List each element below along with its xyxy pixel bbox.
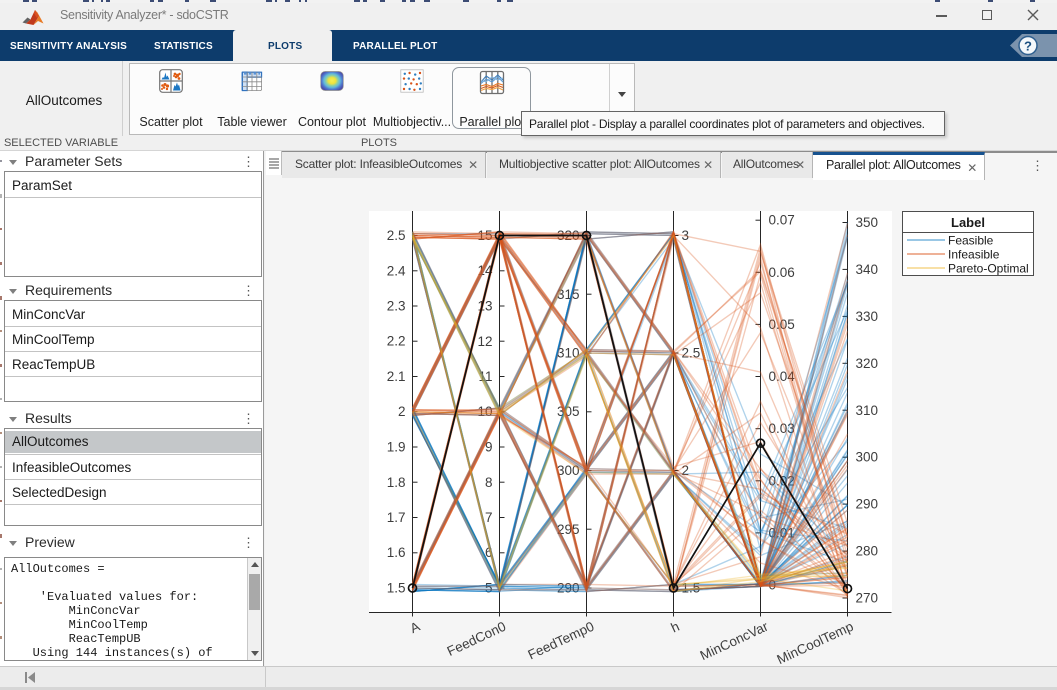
svg-text:280: 280 (856, 544, 879, 559)
svg-text:12: 12 (477, 334, 492, 349)
svg-text:2: 2 (398, 404, 406, 419)
svg-text:2: 2 (682, 463, 690, 478)
svg-text:?: ? (1024, 39, 1032, 54)
svg-text:15: 15 (477, 228, 492, 243)
svg-text:0.07: 0.07 (769, 213, 795, 228)
svg-text:7: 7 (485, 510, 493, 525)
svg-text:1.6: 1.6 (387, 545, 406, 560)
svg-text:2.4: 2.4 (387, 263, 406, 278)
svg-text:11: 11 (478, 369, 492, 384)
svg-text:290: 290 (856, 497, 879, 512)
svg-text:300: 300 (557, 463, 580, 478)
svg-text:3: 3 (682, 228, 690, 243)
svg-text:295: 295 (557, 522, 580, 537)
svg-text:2.5: 2.5 (387, 228, 406, 243)
svg-text:Pareto-Optimal: Pareto-Optimal (948, 262, 1029, 276)
svg-text:Infeasible: Infeasible (948, 248, 1000, 262)
svg-text:8: 8 (485, 475, 493, 490)
svg-text:0.01: 0.01 (769, 525, 795, 540)
svg-text:320: 320 (856, 356, 879, 371)
svg-text:10: 10 (477, 404, 492, 419)
svg-text:290: 290 (557, 581, 580, 596)
svg-text:0.04: 0.04 (769, 369, 796, 384)
svg-text:0.06: 0.06 (769, 265, 795, 280)
svg-text:0: 0 (769, 578, 777, 593)
svg-text:2.1: 2.1 (387, 369, 406, 384)
svg-text:6: 6 (485, 545, 493, 560)
svg-text:350: 350 (856, 215, 879, 230)
svg-text:310: 310 (557, 346, 580, 361)
svg-text:0.05: 0.05 (769, 317, 795, 332)
svg-text:2.5: 2.5 (682, 346, 701, 361)
svg-text:1.7: 1.7 (387, 510, 406, 525)
svg-text:1.5: 1.5 (682, 581, 701, 596)
svg-text:300: 300 (856, 450, 879, 465)
svg-text:330: 330 (856, 309, 879, 324)
svg-text:0.02: 0.02 (769, 473, 795, 488)
svg-text:2.2: 2.2 (387, 334, 406, 349)
svg-text:5: 5 (485, 581, 493, 596)
svg-text:310: 310 (856, 403, 879, 418)
svg-text:1.5: 1.5 (387, 581, 406, 596)
svg-text:1.8: 1.8 (387, 475, 406, 490)
svg-text:340: 340 (856, 262, 879, 277)
svg-text:9: 9 (485, 440, 493, 455)
svg-text:315: 315 (557, 287, 580, 302)
svg-text:0.03: 0.03 (769, 421, 795, 436)
svg-text:270: 270 (856, 591, 879, 606)
svg-text:Feasible: Feasible (948, 234, 994, 248)
svg-text:1.9: 1.9 (387, 440, 406, 455)
svg-text:2.3: 2.3 (387, 299, 406, 314)
svg-text:305: 305 (557, 404, 580, 419)
